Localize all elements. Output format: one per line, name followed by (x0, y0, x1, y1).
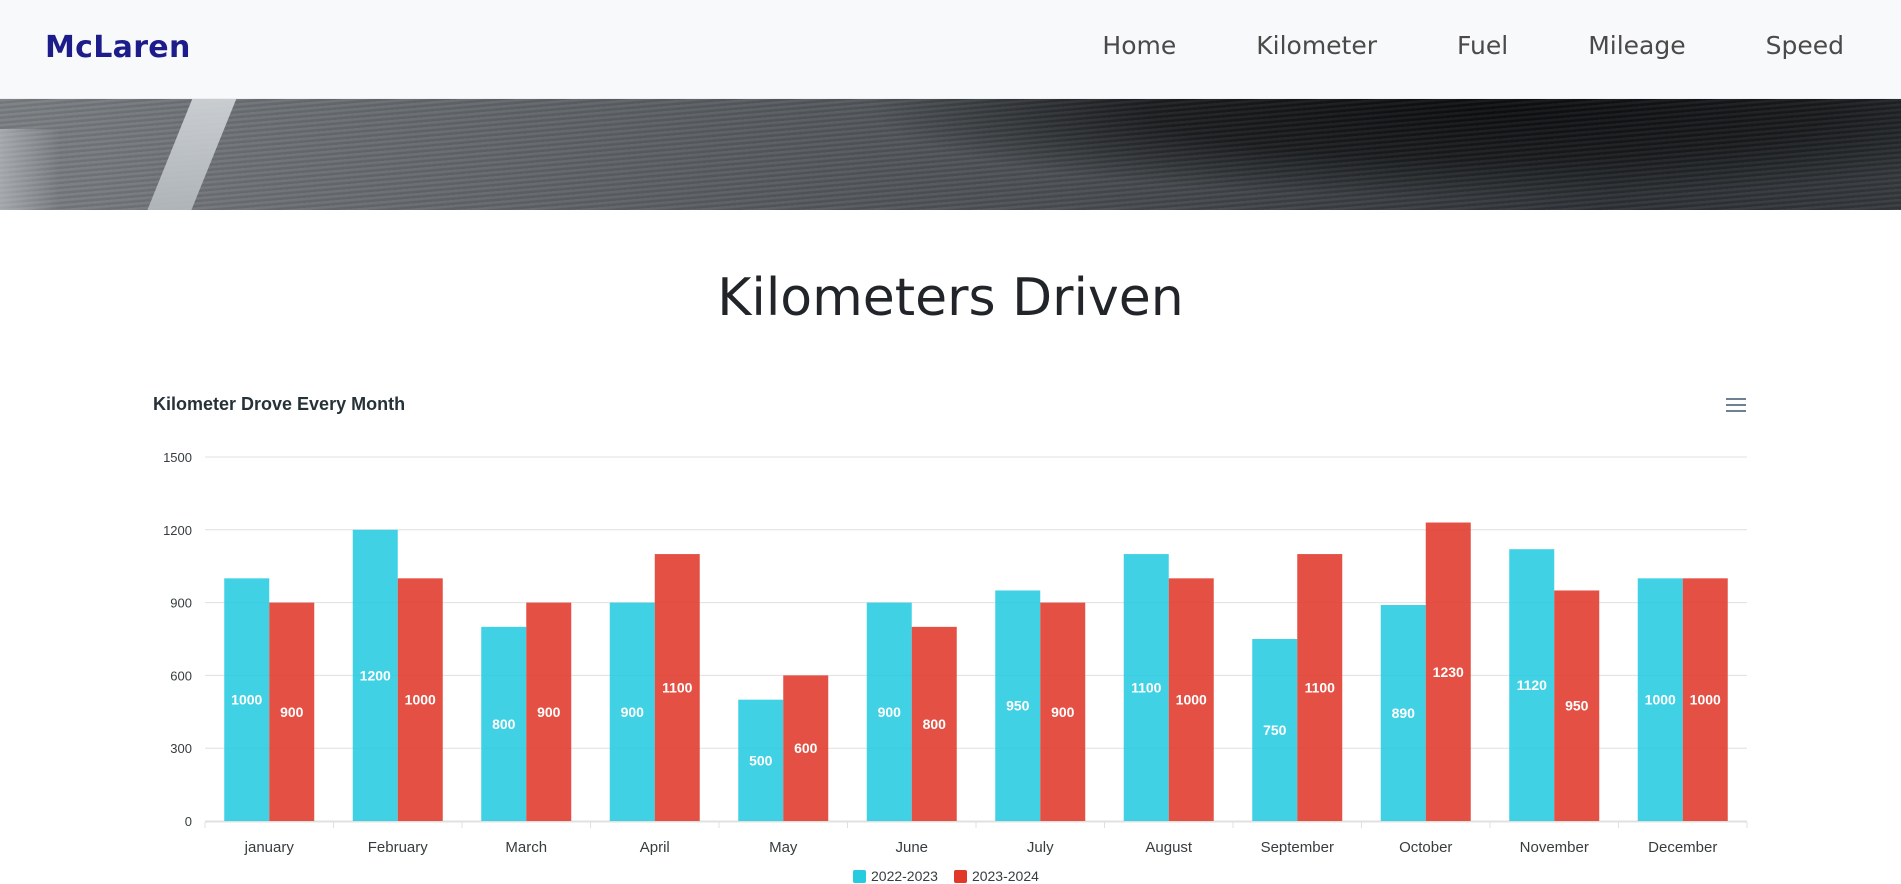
x-tick-label: July (1027, 839, 1054, 856)
page-title: Kilometers Driven (717, 268, 1184, 328)
legend-label-series-b: 2023-2024 (971, 868, 1039, 884)
bar-2023-2024-June[interactable] (911, 626, 957, 821)
bar-2023-2024-May[interactable] (783, 675, 829, 821)
x-tick-label: October (1399, 839, 1452, 856)
bar-2023-2024-September[interactable] (1297, 554, 1343, 821)
x-tick-label: June (895, 839, 928, 856)
bar-2022-2023-August[interactable] (1123, 554, 1169, 821)
x-tick-label: December (1648, 839, 1717, 856)
bar-2022-2023-April[interactable] (609, 602, 655, 821)
bar-2022-2023-June[interactable] (866, 602, 912, 821)
bar-2022-2023-january[interactable] (224, 578, 270, 821)
bar-2023-2024-December[interactable] (1682, 578, 1728, 821)
hero-road-edge (0, 129, 60, 210)
brand-logo[interactable]: McLaren (45, 30, 191, 65)
chart-legend: 2022-2023 2023-2024 (853, 868, 1039, 884)
y-tick-label: 1500 (163, 450, 192, 465)
y-tick-label: 300 (170, 741, 192, 756)
bar-2023-2024-March[interactable] (526, 602, 572, 821)
bar-2022-2023-July[interactable] (995, 590, 1041, 821)
nav-links: Home Kilometer Fuel Mileage Speed (1022, 31, 1844, 60)
x-tick-label: February (368, 839, 429, 856)
bar-2023-2024-November[interactable] (1554, 590, 1600, 821)
bar-2023-2024-October[interactable] (1425, 522, 1471, 821)
x-tick-label: August (1145, 839, 1193, 856)
bar-2023-2024-July[interactable] (1040, 602, 1086, 821)
y-tick-label: 900 (170, 596, 192, 611)
bar-2022-2023-February[interactable] (352, 529, 398, 821)
y-tick-label: 0 (185, 814, 192, 829)
legend-marker-series-b (953, 869, 967, 883)
nav-link-mileage[interactable]: Mileage (1588, 31, 1686, 60)
hero-banner-image (0, 99, 1901, 210)
y-tick-label: 1200 (163, 523, 192, 538)
legend-item-series-a[interactable]: 2022-2023 (853, 868, 938, 884)
legend-marker-series-a (853, 869, 866, 883)
x-tick-label: May (769, 839, 798, 856)
bar-2023-2024-February[interactable] (397, 578, 443, 821)
bar-2022-2023-December[interactable] (1637, 578, 1683, 821)
bar-2023-2024-April[interactable] (654, 554, 700, 821)
bar-2022-2023-October[interactable] (1380, 605, 1426, 821)
chart-title: Kilometer Drove Every Month (153, 394, 406, 414)
legend-label-series-a: 2022-2023 (871, 868, 938, 884)
bar-2022-2023-September[interactable] (1252, 639, 1298, 821)
bar-2022-2023-March[interactable] (481, 626, 527, 821)
bar-2023-2024-january[interactable] (269, 602, 315, 821)
nav-link-fuel[interactable]: Fuel (1457, 31, 1509, 60)
bar-2022-2023-November[interactable] (1509, 549, 1555, 821)
bar-2022-2023-May[interactable] (738, 699, 784, 821)
y-tick-label: 600 (170, 668, 192, 683)
bar-2023-2024-August[interactable] (1168, 578, 1214, 821)
hamburger-menu-icon[interactable] (1726, 398, 1748, 416)
nav-link-home[interactable]: Home (1102, 31, 1177, 60)
nav-link-kilometer[interactable]: Kilometer (1256, 31, 1378, 60)
x-tick-label: March (505, 839, 547, 856)
legend-item-series-b[interactable]: 2023-2024 (953, 868, 1039, 884)
x-tick-label: September (1261, 839, 1334, 856)
x-tick-label: November (1520, 839, 1589, 856)
hero-road-texture (0, 99, 1901, 210)
nav-link-speed[interactable]: Speed (1765, 31, 1844, 60)
navbar: McLaren Home Kilometer Fuel Mileage Spee… (0, 0, 1901, 99)
x-tick-label: january (244, 839, 295, 856)
x-tick-label: April (640, 839, 670, 856)
